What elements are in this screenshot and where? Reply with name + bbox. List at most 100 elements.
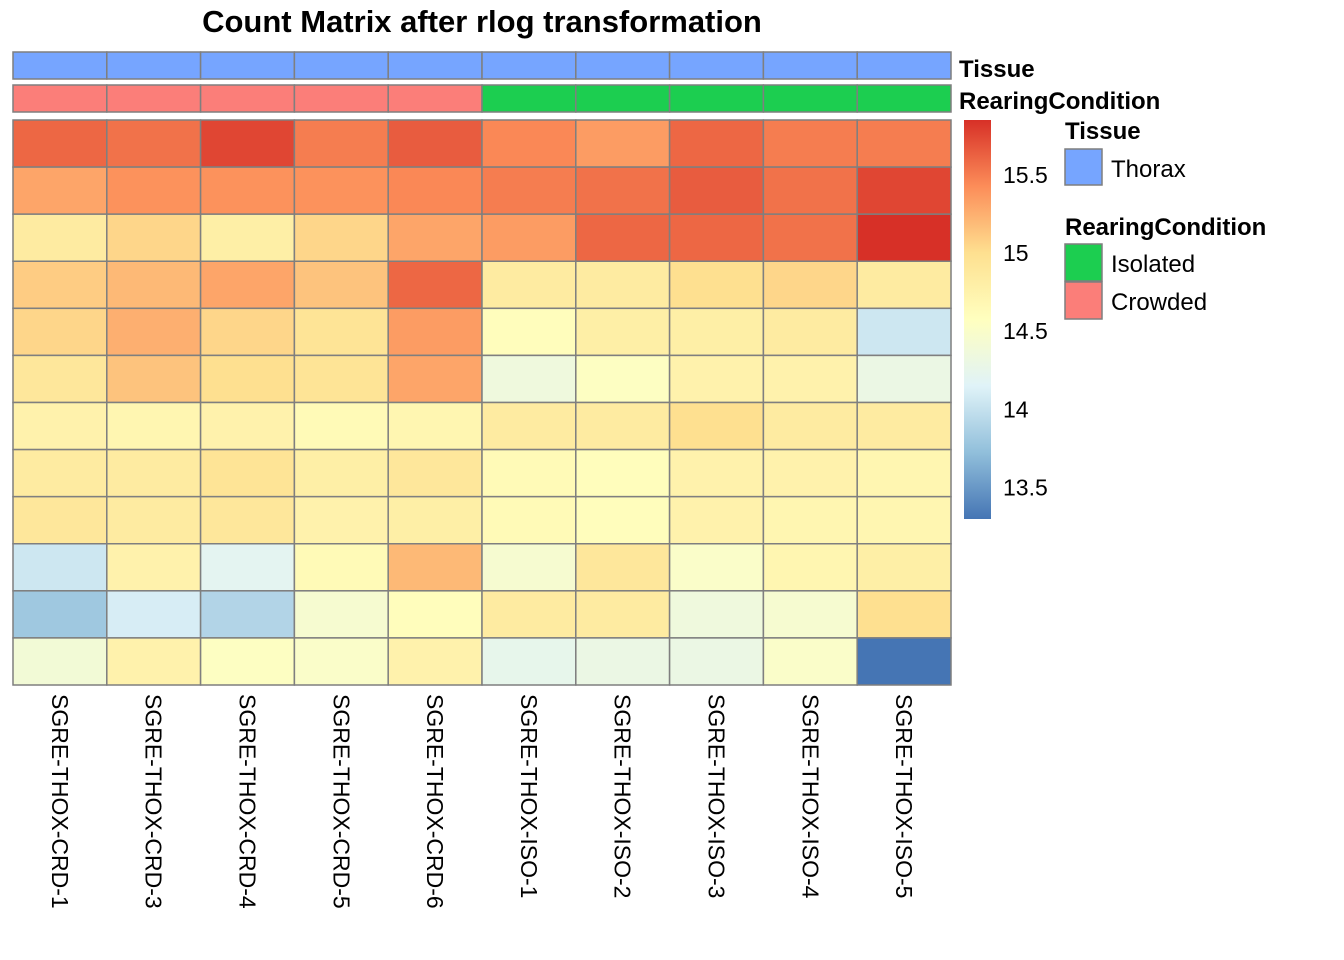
heatmap-cell-r7-c10 xyxy=(856,401,952,451)
heatmap-cell-r8-c5 xyxy=(387,448,483,498)
heatmap-cell-r9-c6 xyxy=(481,495,577,545)
annotation-cell-rearingcondition-3 xyxy=(199,84,296,113)
heatmap-cell-r7-c7 xyxy=(575,401,671,451)
color-scale-bar xyxy=(964,120,991,519)
heatmap-cell-r12-c10 xyxy=(856,637,952,686)
heatmap-cell-r8-c10 xyxy=(856,448,952,498)
legend-swatch-thorax xyxy=(1064,148,1103,186)
legend-swatch-isolated xyxy=(1064,243,1103,282)
annotation-cell-rearingcondition-4 xyxy=(293,84,389,113)
heatmap-cell-r3-c5 xyxy=(387,213,483,263)
annotation-cell-rearingcondition-2 xyxy=(106,84,202,113)
legend-title-tissue: Tissue xyxy=(1065,118,1141,145)
heatmap-cell-r8-c1 xyxy=(12,448,108,498)
heatmap-cell-r11-c7 xyxy=(575,590,671,639)
heatmap-cell-r2-c2 xyxy=(106,166,202,215)
annotation-cell-rearingcondition-1 xyxy=(12,84,108,113)
heatmap-cell-r5-c4 xyxy=(293,307,389,357)
heatmap-cell-r5-c7 xyxy=(575,307,671,357)
annotation-cell-tissue-10 xyxy=(856,51,952,80)
heatmap-cell-r7-c8 xyxy=(668,401,765,451)
color-scale-tick-label: 14.5 xyxy=(1003,318,1048,344)
heatmap-cells xyxy=(12,119,952,686)
heatmap-cell-r1-c1 xyxy=(12,119,108,168)
heatmap-cell-r11-c1 xyxy=(12,590,108,639)
annotation-label-rearingcondition: RearingCondition xyxy=(959,88,1160,115)
heatmap-cell-r5-c1 xyxy=(12,307,108,357)
heatmap-cell-r7-c2 xyxy=(106,401,202,451)
heatmap-cell-r6-c9 xyxy=(762,354,858,404)
heatmap-cell-r5-c3 xyxy=(199,307,296,357)
annotation-labels: Tissue RearingCondition xyxy=(959,56,1160,115)
heatmap-cell-r3-c10 xyxy=(856,213,952,263)
heatmap-cell-r1-c6 xyxy=(481,119,577,168)
heatmap-cell-r8-c7 xyxy=(575,448,671,498)
heatmap-cell-r6-c5 xyxy=(387,354,483,404)
heatmap-cell-r6-c8 xyxy=(668,354,765,404)
heatmap-cell-r4-c4 xyxy=(293,260,389,310)
heatmap-cell-r1-c5 xyxy=(387,119,483,168)
annotation-cell-tissue-7 xyxy=(575,51,671,80)
heatmap-cell-r5-c5 xyxy=(387,307,483,357)
heatmap-cell-r11-c8 xyxy=(668,590,765,639)
legend-label-crowded: Crowded xyxy=(1111,289,1207,316)
heatmap-cell-r10-c1 xyxy=(12,543,108,592)
heatmap-cell-r2-c7 xyxy=(575,166,671,215)
heatmap-cell-r3-c7 xyxy=(575,213,671,263)
heatmap-cell-r3-c4 xyxy=(293,213,389,263)
heatmap-cell-r5-c10 xyxy=(856,307,952,357)
heatmap-cell-r4-c2 xyxy=(106,260,202,310)
heatmap-cell-r7-c4 xyxy=(293,401,389,451)
heatmap-cell-r9-c7 xyxy=(575,495,671,545)
column-label: SGRE-THOX-CRD-6 xyxy=(422,694,448,909)
annotation-cell-rearingcondition-8 xyxy=(668,84,765,113)
heatmap-cell-r9-c3 xyxy=(199,495,296,545)
annotation-cell-rearingcondition-6 xyxy=(481,84,577,113)
heatmap-cell-r1-c3 xyxy=(199,119,296,168)
heatmap-cell-r2-c5 xyxy=(387,166,483,215)
heatmap-cell-r8-c8 xyxy=(668,448,765,498)
chart-title: Count Matrix after rlog transformation xyxy=(202,4,762,39)
heatmap-cell-r3-c2 xyxy=(106,213,202,263)
annotation-cell-tissue-4 xyxy=(293,51,389,80)
heatmap-cell-r4-c6 xyxy=(481,260,577,310)
column-label: SGRE-THOX-CRD-4 xyxy=(235,694,261,909)
legend-label-isolated: Isolated xyxy=(1111,251,1195,278)
heatmap-cell-r8-c6 xyxy=(481,448,577,498)
heatmap-cell-r3-c9 xyxy=(762,213,858,263)
heatmap-cell-r11-c9 xyxy=(762,590,858,639)
heatmap-cell-r12-c2 xyxy=(106,637,202,686)
heatmap-cell-r2-c6 xyxy=(481,166,577,215)
heatmap-cell-r2-c9 xyxy=(762,166,858,215)
heatmap-cell-r7-c5 xyxy=(387,401,483,451)
heatmap-cell-r4-c5 xyxy=(387,260,483,310)
heatmap-cell-r7-c9 xyxy=(762,401,858,451)
column-label: SGRE-THOX-CRD-3 xyxy=(141,694,167,909)
heatmap-cell-r6-c6 xyxy=(481,354,577,404)
annotation-cell-tissue-5 xyxy=(387,51,483,80)
annotation-cell-tissue-6 xyxy=(481,51,577,80)
column-label: SGRE-THOX-ISO-2 xyxy=(610,694,636,898)
heatmap-cell-r6-c10 xyxy=(856,354,952,404)
heatmap-cell-r1-c8 xyxy=(668,119,765,168)
annotation-bars xyxy=(12,51,952,113)
heatmap-cell-r4-c9 xyxy=(762,260,858,310)
heatmap-cell-r7-c1 xyxy=(12,401,108,451)
heatmap-cell-r2-c10 xyxy=(856,166,952,215)
heatmap-cell-r6-c2 xyxy=(106,354,202,404)
heatmap-cell-r10-c7 xyxy=(575,543,671,592)
heatmap-cell-r10-c10 xyxy=(856,543,952,592)
annotation-cell-tissue-3 xyxy=(199,51,296,80)
heatmap-cell-r5-c9 xyxy=(762,307,858,357)
heatmap-cell-r12-c1 xyxy=(12,637,108,686)
heatmap-cell-r1-c7 xyxy=(575,119,671,168)
heatmap-cell-r12-c7 xyxy=(575,637,671,686)
heatmap-cell-r2-c8 xyxy=(668,166,765,215)
heatmap-cell-r3-c6 xyxy=(481,213,577,263)
annotation-cell-rearingcondition-5 xyxy=(387,84,483,113)
heatmap-cell-r4-c1 xyxy=(12,260,108,310)
heatmap-cell-r10-c3 xyxy=(199,543,296,592)
color-scale-tick-label: 13.5 xyxy=(1003,475,1048,501)
heatmap-cell-r6-c3 xyxy=(199,354,296,404)
annotation-legend: Tissue Thorax RearingCondition Isolated … xyxy=(1064,118,1266,320)
